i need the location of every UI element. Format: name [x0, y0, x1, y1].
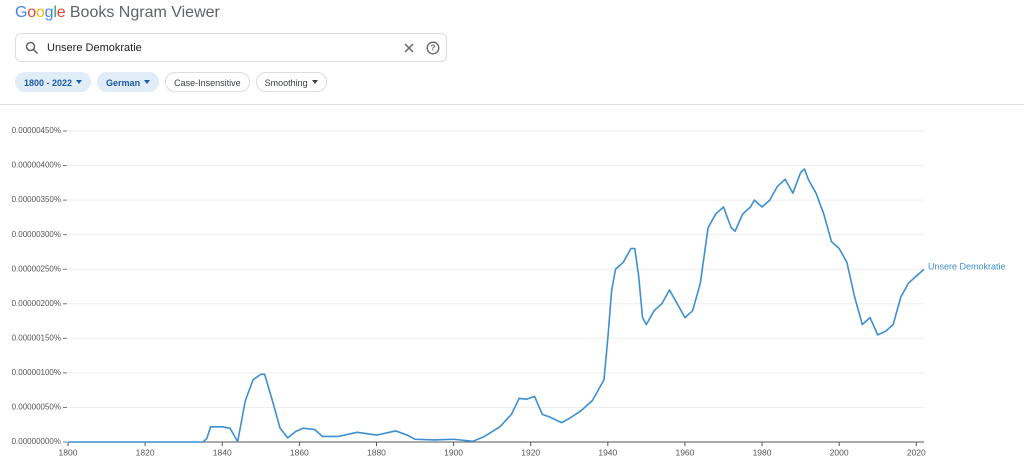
x-tick-label: 1920: [521, 447, 540, 457]
help-button[interactable]: ?: [426, 41, 440, 55]
data-line: [68, 168, 925, 443]
case-chip[interactable]: Case-Insensitive: [165, 72, 250, 92]
svg-text:?: ?: [431, 44, 436, 53]
x-tick-label: 1840: [213, 447, 232, 457]
app-title: Books Ngram Viewer: [69, 4, 220, 21]
x-tick-label: 1860: [290, 447, 309, 457]
y-tick-label: 0.00000100%: [12, 368, 61, 377]
y-tick-label: 0.00000200%: [12, 299, 61, 308]
y-tick-label: 0.00000350%: [12, 195, 61, 204]
x-tick-label: 1940: [598, 447, 617, 457]
y-tick-label: 0.00000150%: [12, 333, 61, 342]
x-tick-label: 1980: [753, 447, 772, 457]
x-tick-label: 1880: [367, 447, 386, 457]
search-box[interactable]: Unsere Demokratie ?: [15, 33, 447, 62]
clear-button[interactable]: [403, 42, 415, 54]
y-tick-label: 0.00000250%: [12, 264, 61, 273]
x-tick-label: 1800: [59, 447, 78, 457]
y-tick-label: 0.00000000%: [12, 437, 61, 446]
x-tick-label: 1820: [136, 447, 155, 457]
filter-bar: 1800 - 2022 German Case-Insensitive Smoo…: [15, 72, 327, 92]
x-tick-label: 1900: [444, 447, 463, 457]
x-tick-label: 2020: [907, 447, 926, 457]
divider: [0, 104, 1024, 105]
y-tick-label: 0.00000450%: [12, 126, 61, 135]
y-tick-label: 0.00000300%: [12, 230, 61, 239]
corpus-chip[interactable]: German: [97, 72, 160, 92]
smoothing-chip[interactable]: Smoothing: [255, 72, 327, 92]
x-tick-label: 1960: [675, 447, 694, 457]
series-label: Unsere Demokratie: [928, 262, 1006, 272]
search-query[interactable]: Unsere Demokratie: [47, 42, 142, 54]
logo: Google Books Ngram Viewer: [15, 4, 220, 22]
year-range-chip[interactable]: 1800 - 2022: [15, 72, 92, 92]
google-logo: Google: [15, 4, 66, 21]
x-tick-label: 2000: [830, 447, 849, 457]
search-icon: [25, 41, 39, 55]
y-tick-label: 0.00000400%: [12, 161, 61, 170]
y-tick-label: 0.00000050%: [12, 403, 61, 412]
